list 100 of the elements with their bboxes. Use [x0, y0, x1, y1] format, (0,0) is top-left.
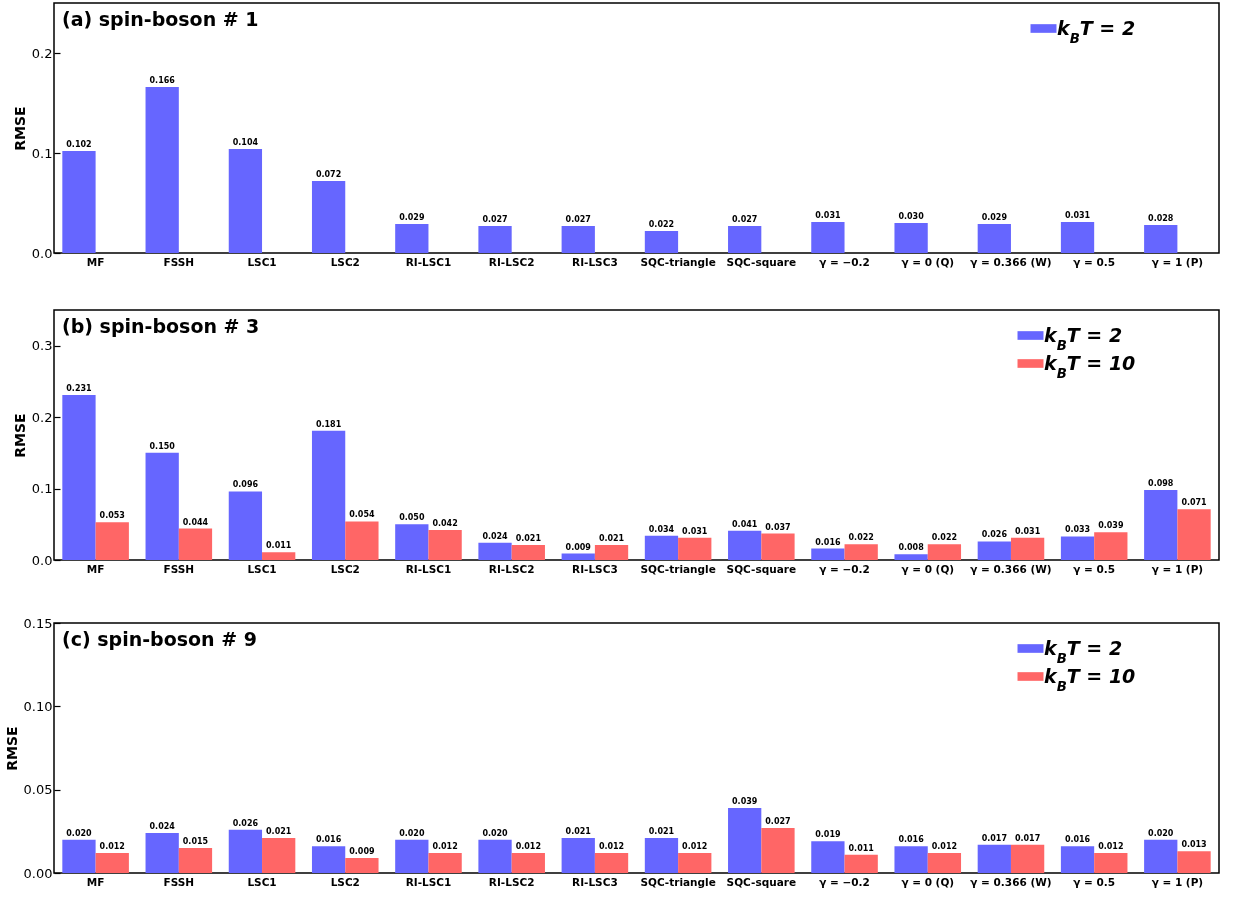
data-label: 0.008 [898, 543, 925, 553]
bar [311, 430, 346, 560]
y-tick-label: 0.0 [31, 245, 53, 261]
chart-title: (b) spin-boson # 3 [62, 315, 260, 337]
x-tick-label: RI-LSC3 [572, 255, 618, 268]
bar [1094, 532, 1128, 560]
data-label: 0.098 [1148, 479, 1174, 488]
x-tick-label: RI-LSC2 [488, 875, 535, 888]
y-axis-title: RMSE [3, 726, 20, 771]
data-label: 0.150 [149, 441, 176, 451]
data-label: 0.026 [232, 818, 259, 828]
data-label: 0.020 [399, 828, 425, 838]
y-tick-label: 0.1 [31, 481, 53, 497]
bar [228, 829, 263, 873]
bar [345, 858, 379, 873]
x-tick-label: RI-LSC1 [405, 875, 452, 888]
data-label: 0.020 [66, 828, 93, 838]
x-tick-label: LSC2 [330, 255, 360, 268]
data-label: 0.021 [515, 534, 542, 543]
x-tick-label: SQC-triangle [640, 875, 716, 888]
bar [1177, 851, 1211, 873]
data-label: 0.031 [682, 526, 708, 536]
y-tick-label: 0.1 [31, 145, 53, 161]
x-tick-label: γ = 1 (P) [1151, 255, 1204, 268]
data-label: 0.104 [232, 138, 259, 147]
bar [478, 839, 512, 873]
bar [811, 222, 845, 253]
bar [561, 838, 595, 873]
x-tick-label: RI-LSC3 [572, 875, 618, 888]
bar [644, 838, 679, 873]
bar [977, 844, 1011, 873]
x-tick-label: LSC1 [247, 875, 277, 888]
x-tick-label: SQC-square [726, 875, 797, 888]
data-label: 0.031 [1014, 526, 1041, 536]
bar [1010, 844, 1045, 873]
data-label: 0.026 [981, 530, 1008, 540]
x-tick-label: γ = 0.366 (W) [970, 255, 1052, 268]
bar [311, 846, 346, 873]
x-tick-label: SQC-square [726, 562, 797, 575]
data-label: 0.039 [1098, 521, 1124, 531]
y-tick-label: 0.10 [23, 698, 53, 714]
bar [594, 853, 629, 873]
data-label: 0.021 [266, 827, 292, 836]
bar [678, 853, 712, 873]
x-tick-label: γ = −0.2 [819, 562, 870, 575]
x-tick-label: MF [86, 875, 105, 888]
data-label: 0.009 [349, 847, 375, 856]
data-label: 0.029 [981, 213, 1008, 222]
bar [561, 553, 595, 560]
bar [1060, 846, 1095, 873]
bar [977, 224, 1011, 253]
data-label: 0.037 [765, 522, 791, 532]
x-tick-label: MF [86, 255, 105, 268]
x-tick-label: LSC2 [330, 875, 360, 888]
data-label: 0.021 [598, 534, 625, 543]
data-label: 0.033 [1064, 525, 1091, 535]
x-tick-label: γ = 0.366 (W) [970, 875, 1052, 888]
x-tick-label: LSC2 [330, 562, 360, 575]
data-label: 0.096 [232, 480, 259, 490]
bar [311, 181, 346, 253]
legend-label: k$_{B}$T = 10 [1044, 664, 1136, 693]
data-label: 0.017 [1014, 833, 1041, 843]
data-label: 0.022 [848, 533, 874, 543]
data-label: 0.017 [981, 833, 1007, 843]
bar [894, 223, 928, 253]
y-tick-label: 0.2 [31, 409, 53, 425]
data-label: 0.012 [682, 842, 708, 851]
bar [1060, 536, 1095, 560]
data-label: 0.039 [732, 797, 758, 806]
x-tick-label: γ = 0 (Q) [901, 562, 955, 575]
y-axis-title: RMSE [11, 413, 28, 458]
legend-label: k$_{B}$T = 2 [1044, 323, 1123, 352]
bar [95, 853, 129, 873]
data-label: 0.016 [898, 835, 925, 845]
x-tick-label: SQC-triangle [640, 255, 716, 268]
bar [894, 846, 928, 873]
data-label: 0.012 [931, 842, 958, 851]
x-tick-label: γ = 0.5 [1073, 875, 1116, 888]
bar [428, 530, 462, 560]
bar [1144, 490, 1178, 560]
data-label: 0.015 [182, 837, 209, 846]
x-tick-label: RI-LSC2 [488, 255, 535, 268]
data-label: 0.027 [732, 215, 758, 224]
x-tick-label: FSSH [163, 875, 195, 888]
x-tick-label: SQC-triangle [640, 562, 716, 575]
data-label: 0.102 [66, 140, 92, 149]
bar [262, 838, 296, 873]
data-label: 0.050 [399, 513, 425, 523]
bar [395, 524, 429, 560]
data-label: 0.231 [66, 384, 93, 393]
data-label: 0.021 [565, 827, 592, 836]
bar [62, 395, 96, 560]
data-label: 0.011 [266, 541, 292, 551]
x-tick-label: γ = −0.2 [819, 875, 870, 888]
bar [811, 841, 845, 873]
data-label: 0.012 [515, 842, 541, 851]
bar [62, 151, 96, 253]
bar [1094, 853, 1128, 873]
data-label: 0.012 [598, 842, 625, 851]
x-tick-label: MF [86, 562, 105, 575]
